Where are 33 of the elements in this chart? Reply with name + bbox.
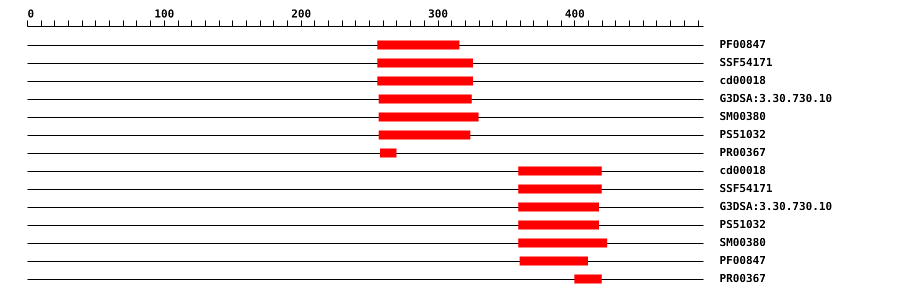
bar	[378, 130, 470, 140]
y-tick-label: PS51032	[720, 128, 766, 141]
bar	[518, 184, 602, 194]
y-tick-label: G3DSA:3.30.730.10	[720, 200, 832, 213]
y-tick-label: SM00380	[720, 110, 766, 123]
bar	[518, 238, 608, 248]
bar	[518, 202, 599, 212]
y-tick-label: SSF54171	[720, 56, 773, 69]
y-tick-label: SM00380	[720, 236, 766, 249]
y-tick-label: PS51032	[720, 218, 766, 231]
y-tick-label: cd00018	[720, 74, 766, 87]
y-tick-label: PF00847	[720, 254, 766, 267]
y-tick-label: PF00847	[720, 38, 766, 51]
bar	[377, 40, 460, 50]
y-tick-label: G3DSA:3.30.730.10	[720, 92, 832, 105]
bar	[377, 58, 474, 68]
y-tick-label: PR00367	[720, 146, 766, 159]
x-tick-label: 200	[291, 8, 312, 20]
bar	[518, 220, 599, 230]
x-tick-label: 400	[564, 8, 585, 20]
bar	[518, 166, 602, 176]
bar	[574, 274, 602, 284]
y-tick-label: PR00367	[720, 272, 766, 285]
x-tick-label: 100	[154, 8, 174, 20]
bar	[378, 112, 479, 122]
bar	[380, 148, 396, 158]
x-tick-label: 0	[28, 8, 34, 20]
y-tick-label: SSF54171	[720, 182, 773, 195]
bar	[378, 94, 472, 104]
bar	[520, 256, 588, 266]
y-tick-label: cd00018	[720, 164, 766, 177]
x-tick-label: 300	[428, 8, 448, 20]
bar	[377, 76, 474, 86]
